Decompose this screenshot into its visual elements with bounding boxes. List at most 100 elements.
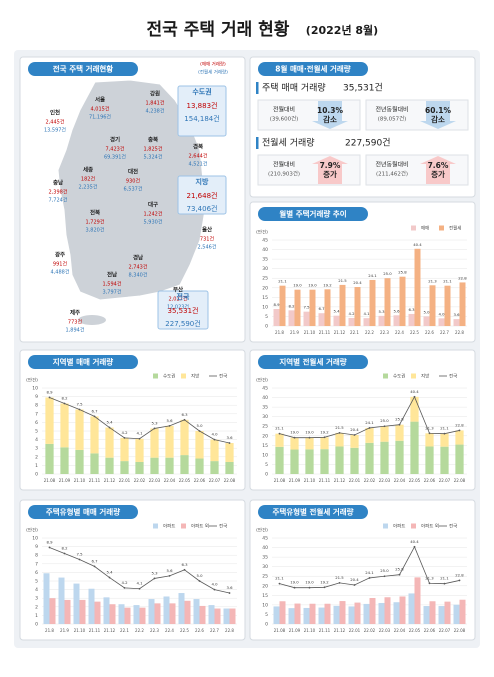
- y-tick-label: 30: [262, 564, 268, 570]
- bar: [324, 289, 331, 326]
- legend-label: 수도권: [163, 373, 175, 380]
- region-name: 세종: [83, 166, 93, 174]
- title-banner: [28, 355, 138, 369]
- data-label: 6.7: [91, 408, 98, 413]
- bar: [380, 441, 389, 474]
- line-point: [63, 402, 66, 405]
- bar: [363, 603, 370, 624]
- x-tick-label: 22.8: [455, 330, 464, 335]
- bar: [273, 308, 280, 326]
- y-tick-label: 5: [265, 314, 268, 320]
- line-point: [213, 588, 216, 591]
- region-rent: 2,546건: [198, 244, 217, 251]
- data-label: 22.8: [458, 275, 467, 280]
- bar: [365, 442, 374, 474]
- y-tick-label: 30: [262, 266, 268, 272]
- bar: [393, 315, 400, 326]
- region-rent: 4,238건: [146, 108, 165, 115]
- x-tick-label: 21.10: [74, 478, 86, 483]
- bar: [294, 603, 301, 624]
- bar: [453, 319, 460, 326]
- data-label: 21.1: [278, 279, 287, 284]
- data-label: 6.3: [181, 562, 188, 567]
- line-point: [428, 432, 431, 435]
- x-tick-label: 21.11: [89, 628, 101, 633]
- data-label: 8.2: [288, 303, 295, 308]
- unit-label: (만건): [256, 229, 268, 236]
- legend-swatch: [181, 523, 186, 529]
- compare-label: 전월대비: [273, 161, 295, 169]
- compare-pct: 60.1%: [425, 106, 452, 115]
- x-tick-label: 21.09: [289, 478, 301, 483]
- compare-dir: 감소: [323, 114, 337, 124]
- y-tick-label: 20: [262, 583, 268, 589]
- bar: [279, 285, 286, 326]
- bar: [423, 606, 430, 624]
- line-point: [48, 546, 51, 549]
- y-tick-label: 10: [262, 602, 268, 608]
- y-tick-label: 45: [262, 536, 268, 542]
- legend-swatch: [153, 373, 158, 379]
- title-banner: [28, 62, 138, 76]
- y-tick-label: 20: [262, 433, 268, 439]
- panel-title: 지역별 전월세 거래량: [279, 357, 346, 367]
- region-rent: 71,196건: [89, 114, 111, 121]
- y-tick-label: 7: [35, 561, 38, 567]
- summary-region-box: [157, 290, 209, 330]
- compare-pct: 10.3%: [317, 106, 344, 115]
- bar: [408, 313, 415, 326]
- x-tick-label: 22.04: [394, 478, 406, 483]
- y-tick-label: 0: [265, 324, 268, 330]
- bar: [423, 316, 430, 326]
- compare-label: 전년동월대비: [375, 161, 408, 169]
- bar: [210, 439, 219, 462]
- region-sale: 4,015건: [91, 106, 110, 113]
- bar: [348, 606, 355, 624]
- data-label: 20.4: [350, 427, 359, 432]
- y-tick-label: 35: [262, 257, 268, 263]
- y-tick-label: 9: [35, 394, 38, 400]
- line-point: [213, 438, 216, 441]
- region-rent: 3,820건: [86, 227, 105, 234]
- x-tick-label: 22.2: [365, 330, 374, 335]
- bar: [305, 449, 314, 474]
- region-rent: 8,340건: [129, 272, 148, 279]
- y-tick-label: 15: [262, 295, 268, 301]
- region-sale: 2,644건: [189, 153, 208, 160]
- x-tick-label: 22.03: [379, 628, 391, 633]
- region-name: 전국: [177, 292, 190, 301]
- legend-label: 전국: [449, 523, 457, 530]
- x-tick-label: 21.12: [334, 628, 346, 633]
- x-tick-label: 21.12: [334, 478, 346, 483]
- data-label: 5.0: [423, 309, 430, 314]
- region-sale: 2,743건: [129, 264, 148, 271]
- data-label: 21.3: [425, 575, 434, 580]
- line-point: [138, 587, 141, 590]
- title-banner: [28, 505, 138, 519]
- summary-region-box: [177, 85, 227, 137]
- line-point: [93, 415, 96, 418]
- x-tick-label: 22.03: [379, 478, 391, 483]
- region-sale: 930건: [126, 178, 141, 185]
- legend-label: 지방: [191, 373, 199, 380]
- line-point: [48, 396, 51, 399]
- legend-sale: (매매 거래량): [200, 61, 226, 68]
- compare-base: (211,462건): [376, 171, 408, 178]
- bar: [354, 287, 361, 326]
- y-tick-label: 40: [262, 395, 268, 401]
- bar: [223, 608, 230, 624]
- bar: [60, 447, 69, 474]
- bar: [120, 461, 129, 474]
- bar: [193, 599, 200, 624]
- y-tick-label: 3: [35, 596, 38, 602]
- x-tick-label: 22.05: [409, 628, 421, 633]
- x-tick-label: 22.01: [349, 478, 361, 483]
- section-marker: [256, 82, 259, 94]
- y-tick-label: 25: [262, 424, 268, 430]
- bar: [425, 446, 434, 474]
- line-point: [108, 426, 111, 429]
- line-point: [183, 568, 186, 571]
- data-label: 19.2: [323, 282, 332, 287]
- y-tick-label: 10: [32, 536, 38, 542]
